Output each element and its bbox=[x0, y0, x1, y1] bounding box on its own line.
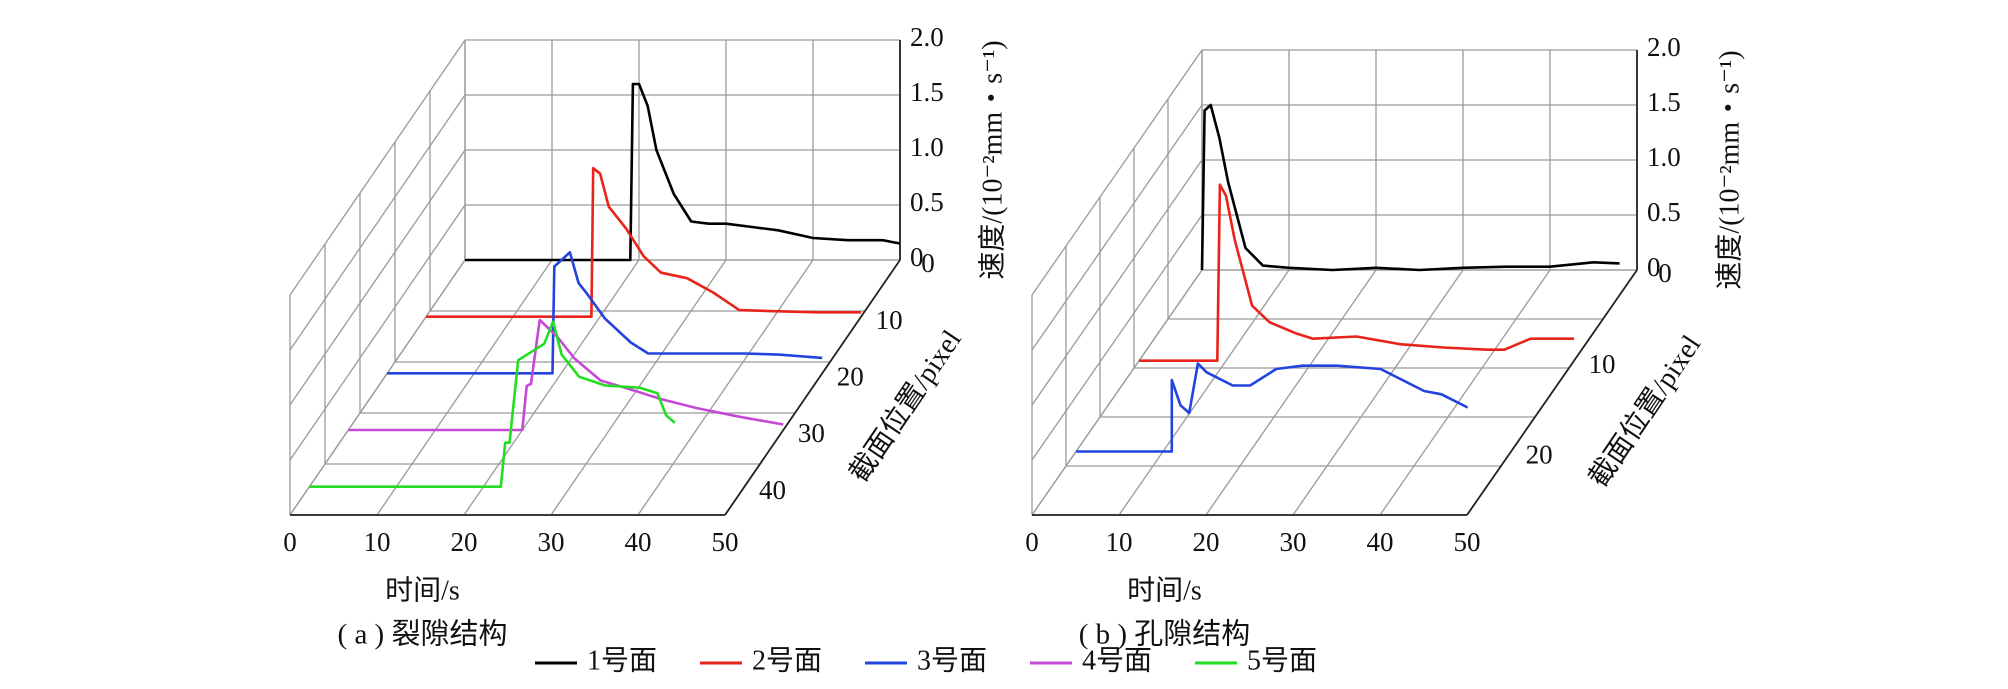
panel-caption: ( b ) 孔隙结构 bbox=[1079, 618, 1251, 651]
z-tick-label: 0 bbox=[910, 242, 924, 272]
x-tick-label: 50 bbox=[712, 527, 739, 557]
y-tick-label: 0 bbox=[921, 248, 935, 278]
legend-label-3: 3号面 bbox=[917, 645, 987, 676]
z-tick-label: 1.5 bbox=[910, 77, 944, 107]
series-line-4 bbox=[348, 318, 784, 432]
z-tick-label: 2.0 bbox=[910, 22, 944, 52]
series-line-1 bbox=[1200, 103, 1620, 272]
left-wall-gridline bbox=[1031, 49, 1203, 296]
series-line-2 bbox=[426, 166, 862, 318]
legend-label-1: 1号面 bbox=[587, 645, 657, 676]
x-tick-label: 20 bbox=[451, 527, 478, 557]
left-wall-gridline bbox=[289, 94, 466, 351]
series-line-2 bbox=[1139, 183, 1574, 362]
y-axis-label: 截面位置/pixel bbox=[843, 324, 968, 488]
floor-gridline bbox=[376, 259, 553, 516]
panel-caption: ( a ) 裂隙结构 bbox=[338, 618, 508, 651]
panel-a: 0 10 20 30 40 50 0 10 20 30 40 0 0.5 1.0 1.5 2.0 时间/s 截面位… bbox=[283, 22, 1008, 650]
y-tick-label: 10 bbox=[876, 305, 903, 335]
x-axis-label: 时间/s bbox=[385, 574, 460, 606]
legend-label-5: 5号面 bbox=[1247, 645, 1317, 676]
y-tick-label: 20 bbox=[837, 362, 864, 392]
series-line-1 bbox=[465, 82, 901, 262]
z-tick-label: 2.0 bbox=[1647, 32, 1681, 62]
z-tick-label: 1.0 bbox=[910, 132, 944, 162]
x-tick-label: 10 bbox=[1106, 527, 1133, 557]
z-tick-label: 0.5 bbox=[910, 187, 944, 217]
y-tick-label: 20 bbox=[1526, 440, 1553, 470]
x-tick-label: 50 bbox=[1454, 527, 1481, 557]
z-axis-label: 速度/(10⁻²mm・s⁻¹) bbox=[976, 40, 1008, 279]
floor-gridline bbox=[637, 259, 814, 516]
legend-label-2: 2号面 bbox=[752, 645, 822, 676]
x-tick-label: 10 bbox=[364, 527, 391, 557]
y-tick-label: 30 bbox=[798, 418, 825, 448]
x-tick-label: 40 bbox=[1367, 527, 1394, 557]
x-tick-label: 0 bbox=[1025, 527, 1039, 557]
left-wall-gridline bbox=[1031, 159, 1203, 406]
y-tick-label: 40 bbox=[759, 475, 786, 505]
y-tick-label: 10 bbox=[1589, 349, 1616, 379]
series-line-3 bbox=[1076, 362, 1469, 453]
left-wall-gridline bbox=[289, 39, 466, 296]
floor-gridline bbox=[463, 259, 640, 516]
y-axis-line bbox=[1466, 269, 1638, 516]
panel-b: 0 10 20 30 40 500102000.51.01.52.0时间/s截面位置/pi… bbox=[1025, 32, 1745, 650]
floor-gridline bbox=[1118, 269, 1290, 516]
floor-gridline bbox=[1205, 269, 1377, 516]
z-tick-label: 1.5 bbox=[1647, 87, 1681, 117]
series-line-3 bbox=[387, 251, 823, 375]
z-tick-label: 0 bbox=[1647, 252, 1661, 282]
z-axis-label: 速度/(10⁻²mm・s⁻¹) bbox=[1713, 50, 1745, 289]
z-tick-label: 0.5 bbox=[1647, 197, 1681, 227]
x-axis-label: 时间/s bbox=[1127, 574, 1202, 606]
left-wall-gridline bbox=[289, 204, 466, 461]
x-tick-label: 40 bbox=[625, 527, 652, 557]
left-wall-gridline bbox=[289, 149, 466, 406]
y-axis-line bbox=[724, 259, 901, 516]
legend: 1号面 2号面 3号面 4号面 5号面 bbox=[535, 645, 1317, 676]
x-tick-label: 0 bbox=[283, 527, 297, 557]
left-wall-gridline bbox=[1031, 269, 1203, 516]
y-tick-label: 0 bbox=[1658, 258, 1672, 288]
left-wall-gridline bbox=[289, 259, 466, 516]
x-tick-label: 30 bbox=[538, 527, 565, 557]
floor-gridline bbox=[1379, 269, 1551, 516]
series-line-5 bbox=[309, 320, 676, 488]
x-tick-label: 30 bbox=[1280, 527, 1307, 557]
x-tick-label: 20 bbox=[1193, 527, 1220, 557]
left-wall-gridline bbox=[1031, 104, 1203, 351]
z-tick-label: 1.0 bbox=[1647, 142, 1681, 172]
left-wall-gridline bbox=[1031, 214, 1203, 461]
floor-gridline bbox=[1292, 269, 1464, 516]
legend-label-4: 4号面 bbox=[1082, 645, 1152, 676]
